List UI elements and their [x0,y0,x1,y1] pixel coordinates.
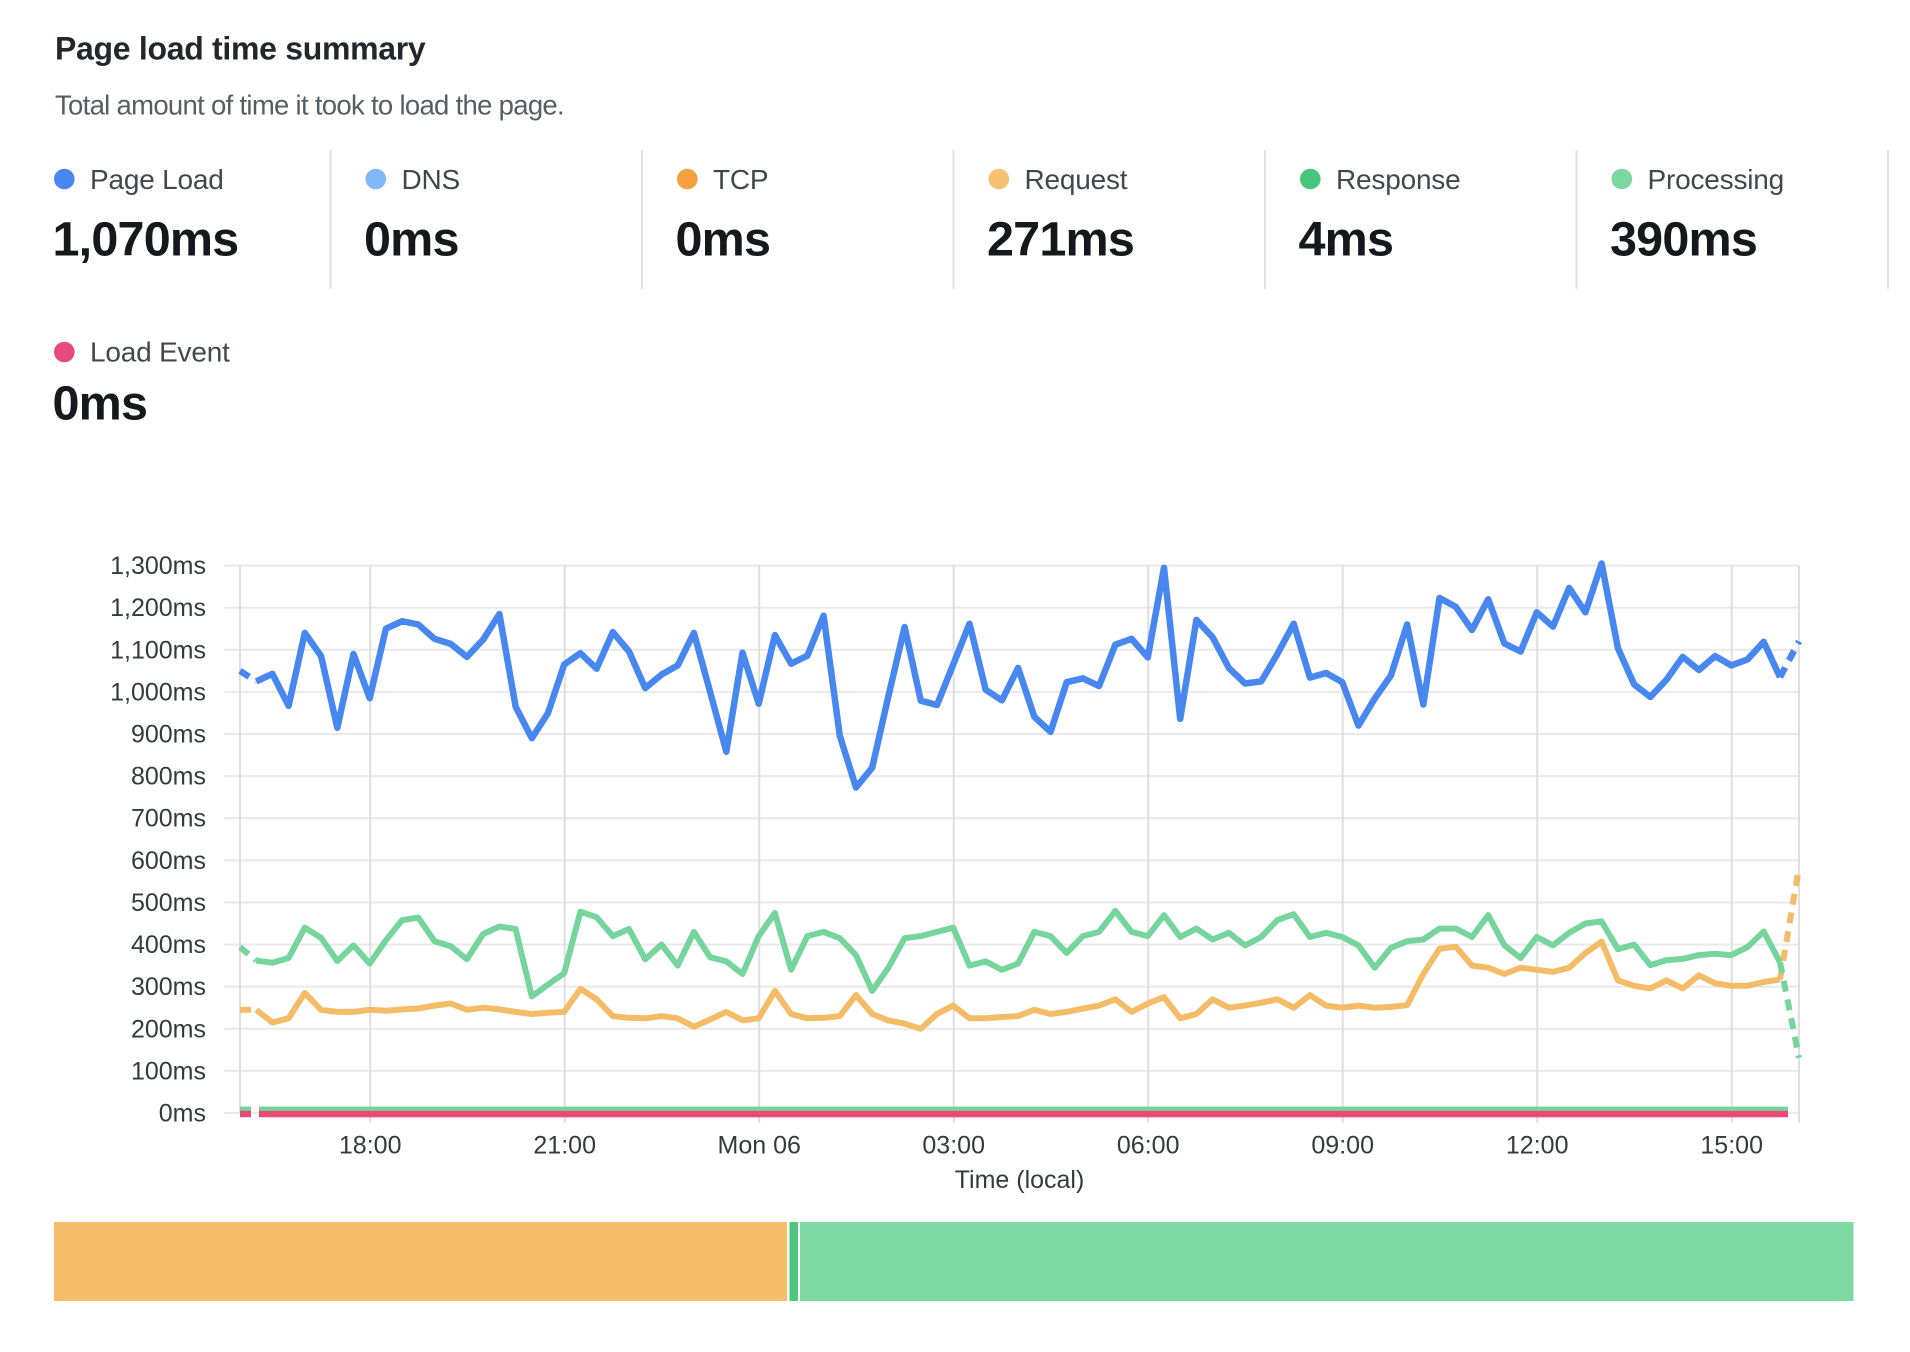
svg-text:4ms: 4ms [1299,213,1394,267]
svg-text:0ms: 0ms [53,377,148,431]
svg-text:Mon 06: Mon 06 [718,1132,801,1160]
svg-text:271ms: 271ms [987,213,1134,267]
svg-text:Page Load: Page Load [90,164,224,195]
svg-text:Time (local): Time (local) [955,1166,1085,1194]
svg-text:Total amount of time it took t: Total amount of time it took to load the… [55,90,564,121]
svg-text:18:00: 18:00 [339,1132,402,1160]
svg-text:21:00: 21:00 [533,1132,596,1160]
svg-text:400ms: 400ms [131,931,206,959]
svg-text:500ms: 500ms [131,889,206,917]
svg-text:300ms: 300ms [131,973,206,1001]
svg-text:Response: Response [1336,164,1460,195]
svg-text:200ms: 200ms [131,1015,206,1043]
svg-text:03:00: 03:00 [922,1132,985,1160]
svg-text:06:00: 06:00 [1117,1132,1180,1160]
svg-text:1,200ms: 1,200ms [110,594,206,622]
svg-text:TCP: TCP [713,164,768,195]
svg-text:100ms: 100ms [131,1057,206,1085]
svg-text:800ms: 800ms [131,763,206,791]
svg-text:Load Event: Load Event [90,337,230,368]
svg-text:Processing: Processing [1648,164,1785,195]
svg-text:Page load time summary: Page load time summary [55,31,426,67]
svg-text:0ms: 0ms [676,213,771,267]
svg-text:0ms: 0ms [364,213,459,267]
svg-text:700ms: 700ms [131,805,206,833]
svg-text:DNS: DNS [402,164,461,195]
svg-text:12:00: 12:00 [1506,1132,1569,1160]
svg-text:600ms: 600ms [131,847,206,875]
svg-text:900ms: 900ms [131,721,206,749]
svg-text:15:00: 15:00 [1700,1132,1763,1160]
svg-text:Request: Request [1025,164,1128,195]
svg-text:1,070ms: 1,070ms [53,213,239,267]
svg-text:1,000ms: 1,000ms [110,678,206,706]
svg-text:390ms: 390ms [1610,213,1757,267]
svg-text:1,100ms: 1,100ms [110,636,206,664]
svg-text:1,300ms: 1,300ms [110,552,206,580]
svg-text:09:00: 09:00 [1311,1132,1374,1160]
svg-text:0ms: 0ms [159,1100,206,1128]
